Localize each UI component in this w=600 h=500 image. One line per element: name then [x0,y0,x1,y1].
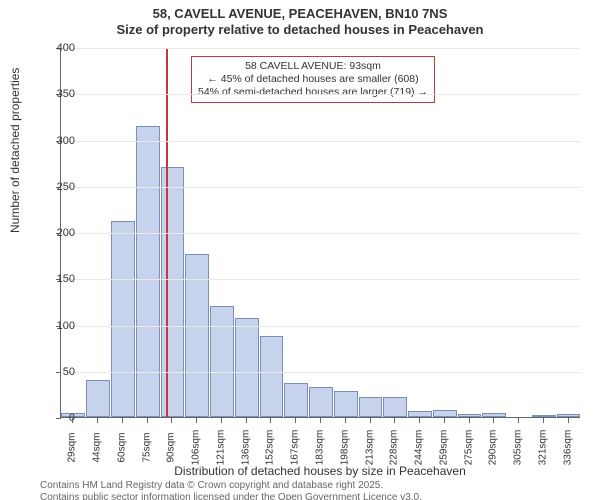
x-tick-label: 228sqm [389,428,400,468]
x-tick-label: 106sqm [191,428,202,468]
x-tick-label: 305sqm [513,428,524,468]
gridline [61,141,580,142]
gridline [61,372,580,373]
bar [532,415,556,417]
annotation-line2: ← 45% of detached houses are smaller (60… [198,73,428,86]
x-tick-mark [147,418,148,423]
bar [334,391,358,417]
gridline [61,326,580,327]
x-tick-mark [493,418,494,423]
y-tick-label: 400 [35,42,75,54]
footer-line1: Contains HM Land Registry data © Crown c… [40,480,383,491]
bar [309,387,333,417]
x-tick-mark [97,418,98,423]
x-tick-mark [320,418,321,423]
x-tick-label: 183sqm [315,428,326,468]
gridline [61,187,580,188]
x-tick-label: 136sqm [240,428,251,468]
x-tick-label: 275sqm [463,428,474,468]
bar [235,318,259,417]
annotation-line1: 58 CAVELL AVENUE: 93sqm [198,60,428,73]
x-tick-label: 121sqm [215,428,226,468]
bar [210,306,234,417]
x-tick-label: 213sqm [364,428,375,468]
bar [359,397,383,417]
annotation-callout: 58 CAVELL AVENUE: 93sqm ← 45% of detache… [191,56,435,103]
x-tick-mark [295,418,296,423]
x-tick-mark [543,418,544,423]
y-tick-label: 50 [35,366,75,378]
x-tick-label: 290sqm [488,428,499,468]
bar [383,397,407,417]
bar [111,221,135,417]
y-tick-label: 100 [35,320,75,332]
x-tick-mark [394,418,395,423]
gridline [61,48,580,49]
x-tick-label: 29sqm [67,428,78,468]
bar [433,410,457,417]
bar [260,336,284,417]
x-tick-label: 152sqm [265,428,276,468]
x-tick-mark [270,418,271,423]
page-title-line1: 58, CAVELL AVENUE, PEACEHAVEN, BN10 7NS [0,6,600,21]
bar [557,414,581,417]
bar [408,411,432,417]
chart-plot-area: 58 CAVELL AVENUE: 93sqm ← 45% of detache… [60,48,580,418]
footer-line2: Contains public sector information licen… [40,492,422,500]
x-tick-label: 336sqm [562,428,573,468]
x-tick-label: 259sqm [438,428,449,468]
x-tick-label: 60sqm [116,428,127,468]
bar [86,380,110,417]
x-tick-label: 44sqm [92,428,103,468]
y-tick-label: 0 [35,412,75,424]
bar [161,167,185,417]
bar [482,413,506,417]
x-tick-mark [122,418,123,423]
y-axis-label: Number of detached properties [8,68,22,233]
y-tick-label: 350 [35,88,75,100]
y-tick-label: 150 [35,273,75,285]
y-tick-label: 300 [35,135,75,147]
y-tick-label: 250 [35,181,75,193]
x-tick-mark [345,418,346,423]
x-tick-mark [419,418,420,423]
bar [136,126,160,417]
x-tick-mark [469,418,470,423]
bar [458,414,482,417]
x-tick-mark [568,418,569,423]
x-tick-label: 198sqm [339,428,350,468]
x-tick-label: 244sqm [414,428,425,468]
gridline [61,233,580,234]
x-tick-mark [221,418,222,423]
x-tick-mark [444,418,445,423]
x-tick-label: 90sqm [166,428,177,468]
x-tick-mark [518,418,519,423]
x-tick-mark [370,418,371,423]
x-tick-label: 75sqm [141,428,152,468]
x-tick-mark [246,418,247,423]
x-tick-mark [196,418,197,423]
page-title-line2: Size of property relative to detached ho… [0,22,600,37]
x-tick-label: 321sqm [537,428,548,468]
annotation-line3: 54% of semi-detached houses are larger (… [198,86,428,99]
bar [284,383,308,417]
y-tick-label: 200 [35,227,75,239]
gridline [61,279,580,280]
gridline [61,94,580,95]
x-tick-mark [171,418,172,423]
x-tick-mark [72,418,73,423]
x-tick-label: 167sqm [290,428,301,468]
